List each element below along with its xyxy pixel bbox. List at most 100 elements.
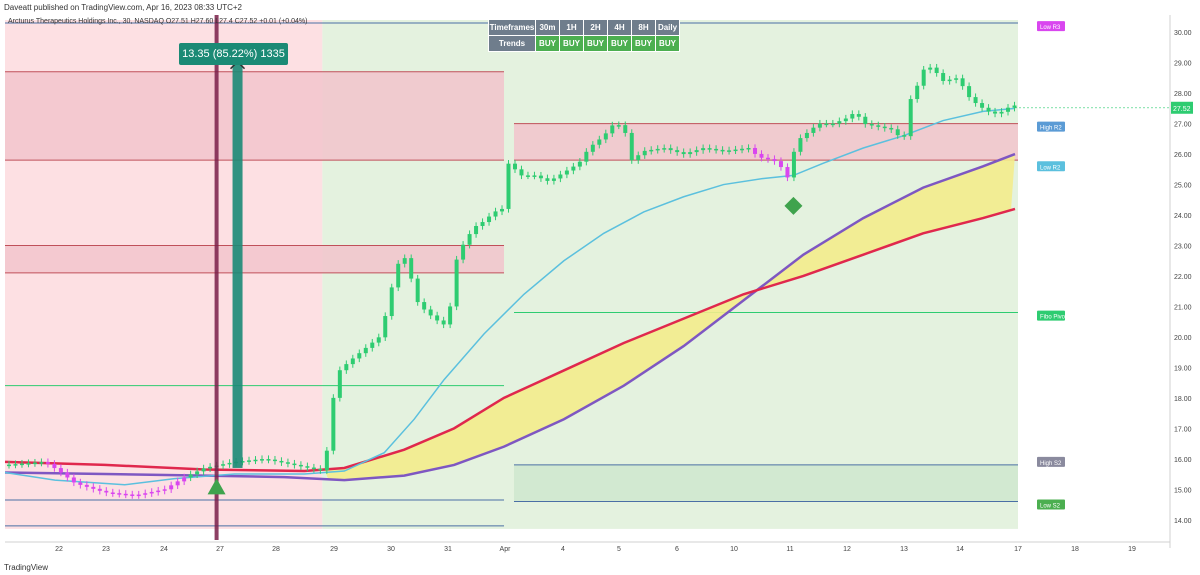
y-tick-label-4: 18.00 xyxy=(1174,396,1192,403)
candle-body xyxy=(564,170,569,175)
candle-body xyxy=(921,69,926,86)
candle-body xyxy=(350,358,355,365)
candle-body xyxy=(435,315,440,321)
candle-body xyxy=(830,123,835,126)
signal-daily: BUY xyxy=(655,35,680,52)
candle-body xyxy=(986,107,991,112)
x-tick-label-16: 14 xyxy=(956,546,964,553)
candle-body xyxy=(681,152,686,155)
candle-body xyxy=(344,364,349,371)
candle-body xyxy=(506,163,511,209)
timeframe-8h: 8H xyxy=(631,19,656,36)
candle-body xyxy=(727,150,732,152)
pivot-tag-0 xyxy=(1037,21,1065,32)
candle-body xyxy=(954,78,959,80)
candle-body xyxy=(863,116,868,125)
candle-body xyxy=(642,150,647,156)
candle-body xyxy=(52,463,57,469)
y-tick-label-12: 26.00 xyxy=(1174,152,1192,159)
candle-body xyxy=(298,464,303,467)
candle-body xyxy=(376,337,381,343)
timeframe-4h: 4H xyxy=(607,19,632,36)
candle-body xyxy=(584,151,589,162)
pivot-label-3: Fibo Pivot xyxy=(1040,315,1067,321)
candle-body xyxy=(856,114,861,117)
candle-body xyxy=(26,463,31,465)
candle-body xyxy=(58,468,63,473)
candle-body xyxy=(636,155,641,161)
candle-body xyxy=(590,144,595,152)
y-tick-label-7: 21.00 xyxy=(1174,304,1192,311)
y-tick-label-9: 23.00 xyxy=(1174,244,1192,251)
candle-body xyxy=(759,153,764,158)
y-tick-label-8: 22.00 xyxy=(1174,274,1192,281)
candle-body xyxy=(720,149,725,152)
candle-body xyxy=(169,485,174,490)
candle-body xyxy=(487,216,492,223)
candle-body xyxy=(993,111,998,114)
candle-body xyxy=(259,459,264,461)
candle-body xyxy=(396,263,401,288)
candle-body xyxy=(480,222,485,226)
trends-header: Trends xyxy=(488,35,536,52)
candle-body xyxy=(740,148,745,151)
candle-body xyxy=(551,178,556,181)
candle-body xyxy=(824,123,829,126)
fast-band-line xyxy=(4,207,1016,473)
candle-body xyxy=(65,472,70,478)
candle-body xyxy=(32,462,37,465)
x-tick-label-8: Apr xyxy=(500,546,512,553)
last-price-tag xyxy=(1171,101,1193,114)
candle-body xyxy=(117,493,122,495)
candle-body xyxy=(78,482,83,485)
candle-body xyxy=(765,157,770,160)
candle-body xyxy=(538,175,543,179)
candle-body xyxy=(143,493,148,495)
y-tick-label-13: 27.00 xyxy=(1174,122,1192,129)
measure-bar xyxy=(232,62,243,468)
candle-body xyxy=(610,125,615,134)
candle-body xyxy=(688,152,693,155)
y-tick-label-11: 25.00 xyxy=(1174,183,1192,190)
candle-body xyxy=(188,474,193,478)
candle-body xyxy=(1012,105,1017,108)
y-tick-label-16: 30.00 xyxy=(1174,30,1192,37)
y-tick-label-6: 20.00 xyxy=(1174,335,1192,342)
diamond-marker-icon xyxy=(784,196,803,215)
measure-label[interactable]: 13.35 (85.22%) 1335 xyxy=(179,43,288,65)
candle-body xyxy=(110,492,115,494)
candle-body xyxy=(525,175,530,177)
pivot-tag-1 xyxy=(1037,121,1065,132)
candle-body xyxy=(305,466,310,468)
candle-body xyxy=(616,125,621,127)
candle-body xyxy=(97,488,102,491)
candle-body xyxy=(71,477,76,483)
candle-body xyxy=(130,494,135,496)
candle-body xyxy=(6,464,11,467)
candle-body xyxy=(428,309,433,316)
candle-body xyxy=(928,67,933,70)
timeframe-1h: 1H xyxy=(559,19,584,36)
y-tick-label-1: 15.00 xyxy=(1174,487,1192,494)
candle-body xyxy=(266,459,271,461)
candle-body xyxy=(441,320,446,325)
x-tick-label-11: 6 xyxy=(675,546,679,553)
symbol-info: Arcturus Therapeutics Holdings Inc., 30,… xyxy=(8,18,308,25)
candle-body xyxy=(701,148,706,151)
candle-body xyxy=(162,489,167,491)
candle-body xyxy=(558,174,563,179)
pivot-label-1: High R2 xyxy=(1040,126,1062,132)
band-fill xyxy=(324,154,1016,481)
buy-arrow-icon xyxy=(207,478,226,495)
trend-row: Trends BUY BUY BUY BUY BUY BUY xyxy=(488,35,680,52)
pivot-tag-2 xyxy=(1037,161,1065,172)
signal-30m: BUY xyxy=(535,35,560,52)
candle-body xyxy=(500,208,505,212)
candle-body xyxy=(474,226,479,235)
candle-body xyxy=(370,342,375,348)
candle-body xyxy=(324,450,329,471)
pivot-label-0: Low R3 xyxy=(1040,25,1061,31)
x-tick-label-0: 22 xyxy=(55,546,63,553)
candle-body xyxy=(402,258,407,264)
